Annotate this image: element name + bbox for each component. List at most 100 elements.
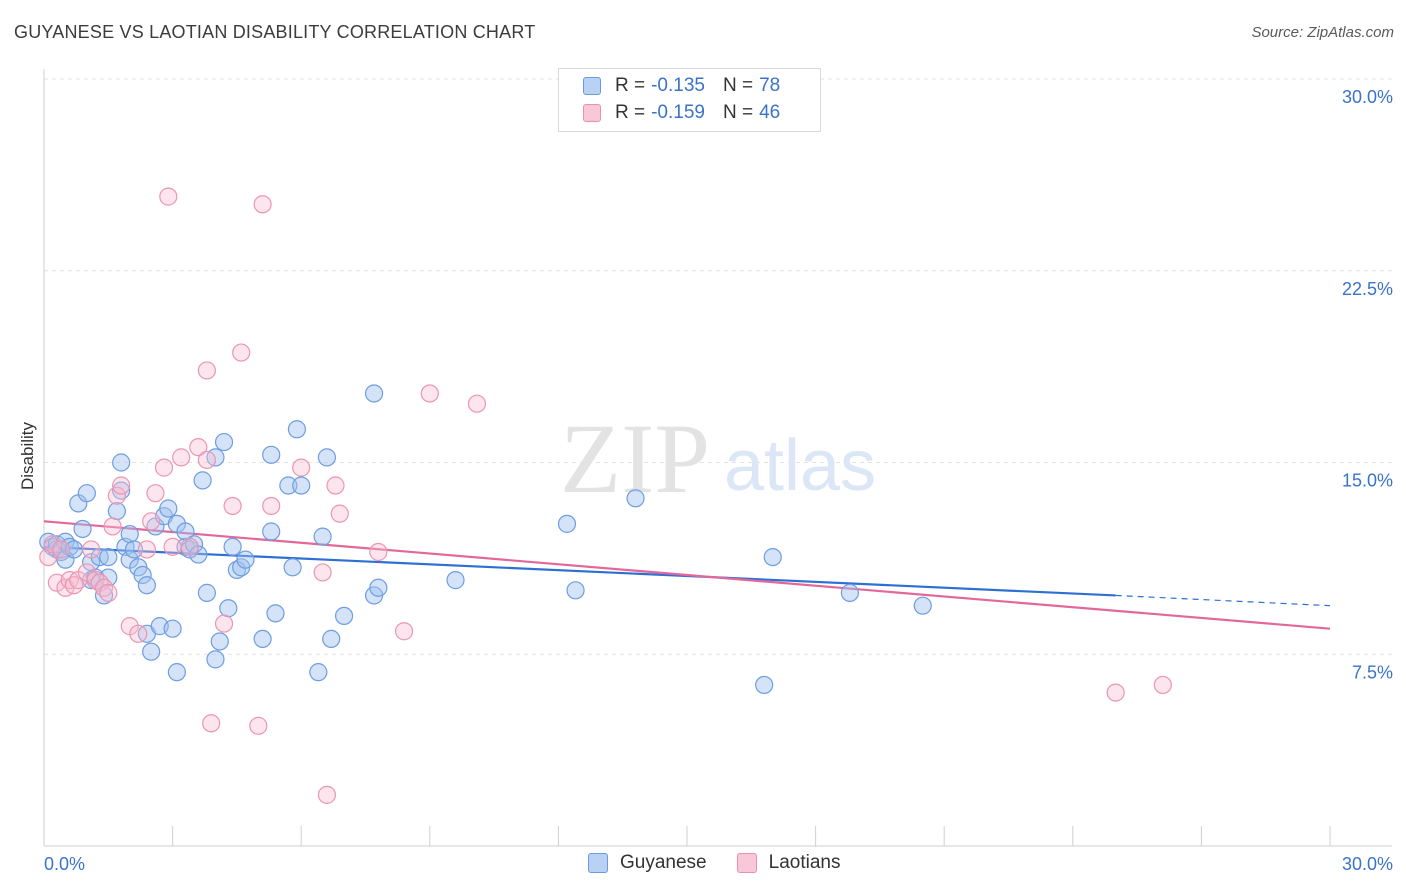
guyanese-point: [446, 571, 465, 590]
laotians-point: [103, 517, 122, 536]
guyanese-point: [159, 499, 178, 518]
laotians-point: [99, 583, 118, 602]
guyanese-trend-extension: [1115, 594, 1331, 607]
legend-row-guyanese: R = -0.135 N = 78: [583, 75, 780, 97]
laotians-point: [1153, 675, 1172, 695]
laotians-point: [262, 496, 281, 516]
laotians-point: [420, 384, 439, 403]
laotians-point: [326, 476, 345, 495]
chart-title: GUYANESE VS LAOTIAN DISABILITY CORRELATI…: [14, 22, 536, 42]
watermark-atlas: atlas: [724, 426, 876, 506]
n-label: N =: [722, 102, 754, 123]
guyanese-point: [322, 629, 341, 649]
legend-label-guyanese: Guyanese: [620, 852, 707, 873]
laotians-point: [202, 714, 221, 733]
legend-item-guyanese: Guyanese: [588, 852, 707, 874]
guyanese-point: [317, 448, 337, 467]
laotians-point: [232, 343, 251, 362]
guyanese-point: [197, 583, 216, 602]
chart-source: Source: ZipAtlas.com: [1251, 24, 1394, 41]
r-label: R =: [615, 75, 646, 96]
guyanese-point: [913, 596, 932, 615]
guyanese-point: [137, 576, 156, 595]
laotians-point: [142, 512, 161, 531]
guyanese-point: [219, 599, 238, 618]
laotians-point: [197, 361, 216, 380]
laotians-point: [467, 394, 487, 413]
guyanese-point: [626, 489, 645, 508]
guyanese-point: [840, 583, 859, 602]
guyanese-point: [557, 514, 577, 533]
laotians-point: [112, 476, 131, 495]
laotians-point: [163, 537, 182, 556]
guyanese-point: [313, 527, 332, 546]
laotians-swatch: [583, 104, 601, 122]
guyanese-point: [214, 432, 234, 452]
guyanese-point: [369, 578, 388, 597]
guyanese-point: [364, 384, 384, 403]
legend-row-laotians: R = -0.159 N = 46: [583, 102, 780, 124]
laotians-point: [172, 448, 191, 467]
x-tick-label: 0.0%: [44, 854, 85, 874]
guyanese-point: [124, 540, 144, 559]
data-points: [39, 187, 1172, 804]
guyanese-point: [262, 522, 281, 541]
laotians-point: [214, 614, 234, 633]
guyanese-point: [566, 581, 585, 600]
laotians-point: [369, 542, 388, 562]
y-tick-label: 22.5%: [1342, 279, 1393, 299]
guyanese-point: [292, 476, 311, 495]
guyanese-point: [163, 619, 182, 638]
guyanese-point: [287, 420, 307, 439]
guyanese-point: [236, 550, 255, 569]
laotians-n-value: 46: [759, 102, 781, 123]
guyanese-point: [262, 445, 281, 464]
guyanese-point: [107, 501, 126, 521]
guyanese-point: [120, 524, 139, 544]
guyanese-trend-line: [43, 545, 1116, 597]
watermark: ZIP atlas: [560, 403, 876, 514]
watermark-zip: ZIP: [560, 403, 710, 514]
guyanese-point: [334, 606, 354, 626]
guyanese-point: [99, 547, 118, 567]
guyanese-n-value: 78: [759, 75, 781, 96]
guyanese-point: [73, 519, 92, 539]
n-label: N =: [722, 75, 754, 96]
legend-item-laotians: Laotians: [736, 852, 840, 874]
r-label: R =: [615, 102, 646, 123]
laotians-point: [313, 563, 332, 582]
laotians-point: [107, 486, 126, 505]
guyanese-point: [206, 650, 225, 669]
guyanese-point: [266, 604, 285, 623]
y-tick-label: 7.5%: [1352, 662, 1393, 682]
guyanese-point: [309, 663, 328, 682]
tick-labels: 7.5% 15.0% 22.5% 30.0% 0.0% 30.0%: [44, 87, 1393, 874]
laotians-point: [52, 540, 71, 559]
guyanese-point: [279, 476, 298, 495]
guyanese-point: [142, 642, 161, 661]
guyanese-point: [133, 565, 152, 585]
laotians-point: [129, 624, 148, 643]
trend-lines: [43, 520, 1331, 630]
guyanese-point: [253, 629, 272, 649]
guyanese-swatch: [583, 77, 601, 95]
laotians-point: [223, 496, 242, 516]
laotians-point: [330, 504, 349, 523]
laotians-point: [317, 785, 337, 804]
series-legend: Guyanese Laotians: [588, 852, 870, 874]
laotians-point: [1106, 683, 1125, 702]
guyanese-r-value: -0.135: [651, 75, 705, 96]
guyanese-swatch: [588, 853, 608, 873]
laotians-point: [146, 484, 165, 503]
laotians-point: [82, 540, 101, 559]
laotians-point: [180, 537, 199, 556]
guyanese-point: [167, 663, 186, 682]
guyanese-point: [210, 632, 229, 651]
laotians-swatch: [736, 853, 757, 873]
guyanese-point: [193, 471, 212, 490]
laotians-point: [137, 540, 156, 559]
x-tick-label: 30.0%: [1342, 854, 1393, 874]
laotians-point: [159, 187, 178, 206]
laotians-trend-line: [43, 520, 1331, 630]
